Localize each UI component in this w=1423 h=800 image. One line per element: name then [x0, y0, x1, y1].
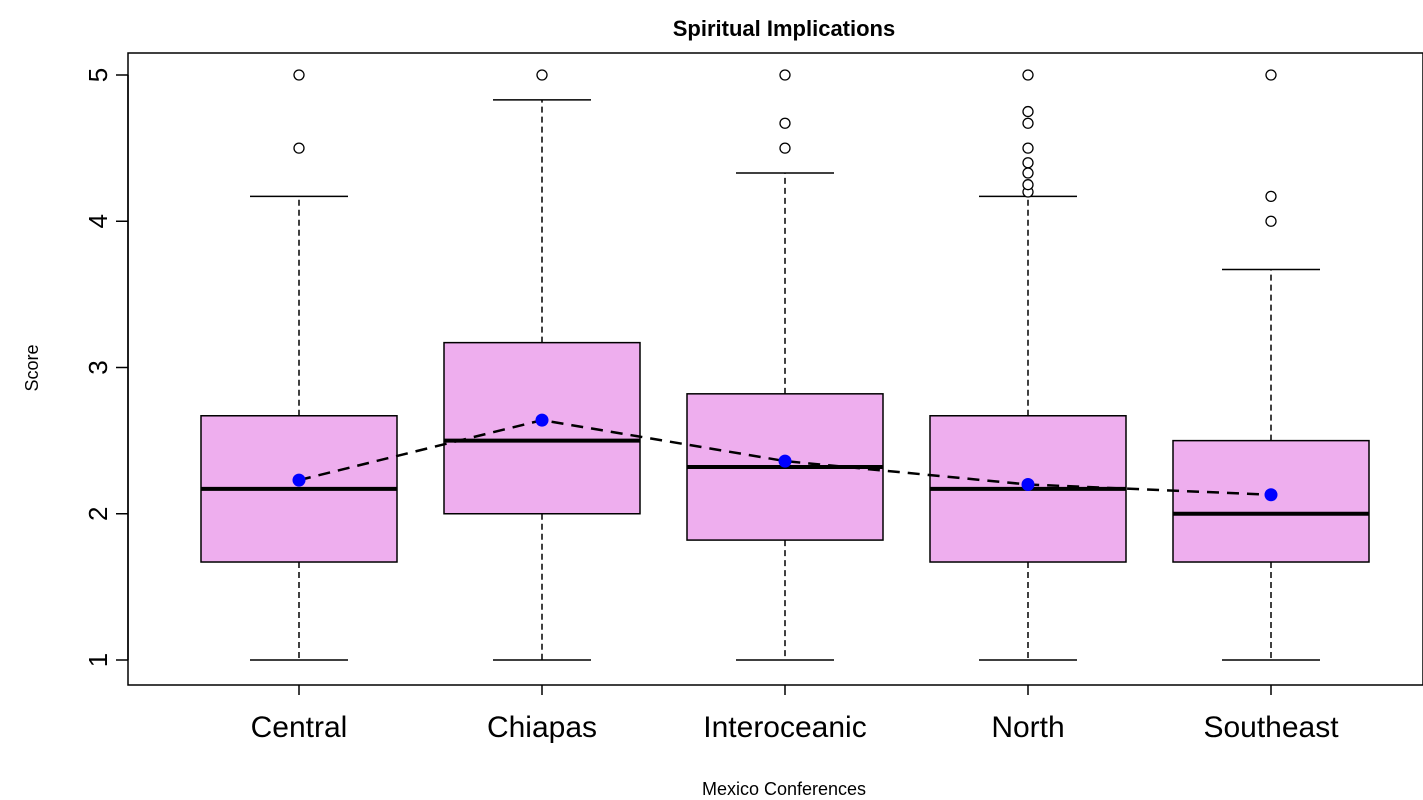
- outlier-point: [293, 69, 305, 81]
- mean-point: [1021, 478, 1035, 491]
- y-axis-label: Score: [22, 344, 42, 391]
- x-tick-label: Interoceanic: [703, 711, 866, 744]
- x-axis-label: Mexico Conferences: [702, 779, 866, 799]
- outlier-point: [293, 142, 305, 154]
- box-central: [200, 69, 398, 661]
- outlier-point: [1022, 117, 1034, 129]
- x-tick-label: North: [991, 711, 1064, 744]
- x-tick-label: Chiapas: [487, 711, 597, 744]
- outlier-point: [1022, 179, 1034, 191]
- chart-title: Spiritual Implications: [673, 16, 895, 41]
- mean-point: [292, 473, 306, 487]
- outlier-point: [1265, 69, 1277, 81]
- x-tick-label: Southeast: [1203, 711, 1339, 744]
- box-chiapas: [443, 69, 641, 661]
- outlier-point: [1022, 157, 1034, 169]
- y-tick-label: 3: [83, 360, 113, 374]
- y-tick-label: 4: [83, 214, 113, 228]
- outlier-point: [1022, 167, 1034, 179]
- y-tick-label: 2: [83, 507, 113, 521]
- box-interoceanic: [686, 69, 884, 661]
- y-tick-label: 5: [83, 68, 113, 82]
- mean-point: [778, 454, 792, 468]
- iqr-box: [443, 341, 641, 515]
- iqr-box: [1172, 439, 1370, 563]
- outlier-point: [1265, 190, 1277, 203]
- x-tick-label: Central: [251, 711, 348, 744]
- outlier-point: [1022, 69, 1034, 81]
- mean-layer: [292, 413, 1278, 502]
- plot-frame: [127, 52, 1423, 686]
- mean-point: [1264, 488, 1278, 502]
- outlier-point: [779, 142, 791, 154]
- outlier-point: [1265, 215, 1277, 227]
- outlier-point: [1022, 105, 1034, 118]
- x-axis: Central Chiapas Interoceanic North Southeast: [251, 685, 1339, 744]
- mean-trend-line: [298, 418, 1272, 496]
- y-axis: 1 2 3 4 5: [83, 68, 129, 667]
- y-tick-label: 1: [83, 653, 113, 667]
- outlier-point: [536, 69, 548, 81]
- outlier-point: [1022, 142, 1034, 154]
- outlier-point: [779, 117, 791, 129]
- mean-point: [535, 413, 549, 427]
- box-north: [929, 69, 1127, 661]
- outlier-point: [779, 69, 791, 81]
- boxes-layer: [200, 69, 1370, 661]
- box-southeast: [1172, 69, 1370, 661]
